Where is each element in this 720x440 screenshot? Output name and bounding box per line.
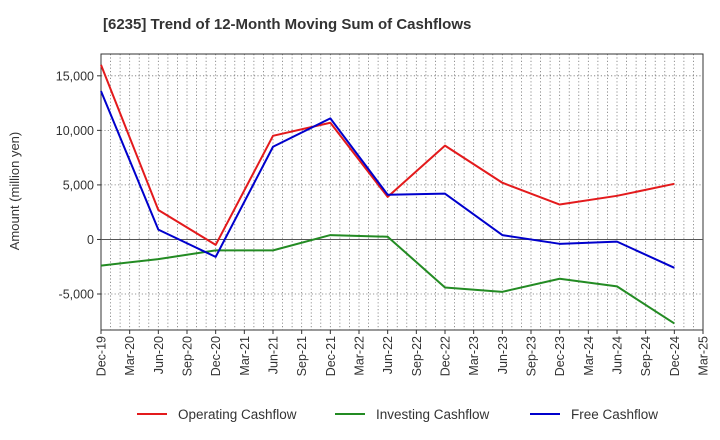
series-lines [100, 64, 675, 325]
x-tick-label: Sep-21 [295, 336, 309, 376]
x-tick-label: Sep-23 [525, 336, 539, 376]
y-tick-label: 0 [87, 233, 94, 247]
x-tick-label: Jun-23 [496, 336, 510, 374]
x-tick-label: Mar-25 [697, 336, 711, 376]
y-axis-ticks: 15,000 10,000 5,000 0 -5,000 [56, 69, 101, 302]
x-tick-label: Dec-23 [553, 336, 567, 376]
y-tick-label: 15,000 [56, 69, 94, 83]
x-tick-label: Mar-24 [582, 336, 596, 376]
y-tick-label: 10,000 [56, 124, 94, 138]
chart-title: [6235] Trend of 12-Month Moving Sum of C… [103, 16, 471, 33]
series-line-free-cashflow [100, 90, 675, 269]
x-tick-label: Dec-19 [95, 336, 109, 376]
x-tick-label: Sep-22 [410, 336, 424, 376]
x-tick-label: Mar-21 [238, 336, 252, 376]
series-line-investing-cashflow [100, 234, 675, 325]
x-tick-label: Jun-24 [611, 336, 625, 374]
x-tick-label: Jun-22 [381, 336, 395, 374]
x-tick-label: Dec-21 [324, 336, 338, 376]
x-tick-label: Mar-20 [123, 336, 137, 376]
legend-label: Free Cashflow [571, 407, 658, 422]
x-tick-label: Sep-20 [181, 336, 195, 376]
legend: Operating Cashflow Investing Cashflow Free… [137, 407, 658, 422]
legend-label: Operating Cashflow [178, 407, 297, 422]
x-tick-label: Jun-20 [152, 336, 166, 374]
y-tick-label: 5,000 [63, 178, 94, 192]
y-axis-label: Amount (million yen) [7, 132, 22, 251]
x-tick-label: Mar-22 [353, 336, 367, 376]
x-tick-label: Mar-23 [467, 336, 481, 376]
grid [101, 54, 703, 330]
x-tick-label: Jun-21 [267, 336, 281, 374]
legend-label: Investing Cashflow [376, 407, 490, 422]
series-line-operating-cashflow [100, 64, 675, 246]
x-tick-label: Sep-24 [639, 336, 653, 376]
x-tick-label: Dec-20 [209, 336, 223, 376]
plot-frame [100, 53, 704, 331]
x-tick-label: Dec-24 [668, 336, 682, 376]
x-axis-ticks: Dec-19 Mar-20 Jun-20 Sep-20 Dec-20 Mar-21 Jun-… [95, 330, 711, 376]
y-tick-label: -5,000 [59, 288, 94, 302]
x-tick-label: Dec-22 [439, 336, 453, 376]
